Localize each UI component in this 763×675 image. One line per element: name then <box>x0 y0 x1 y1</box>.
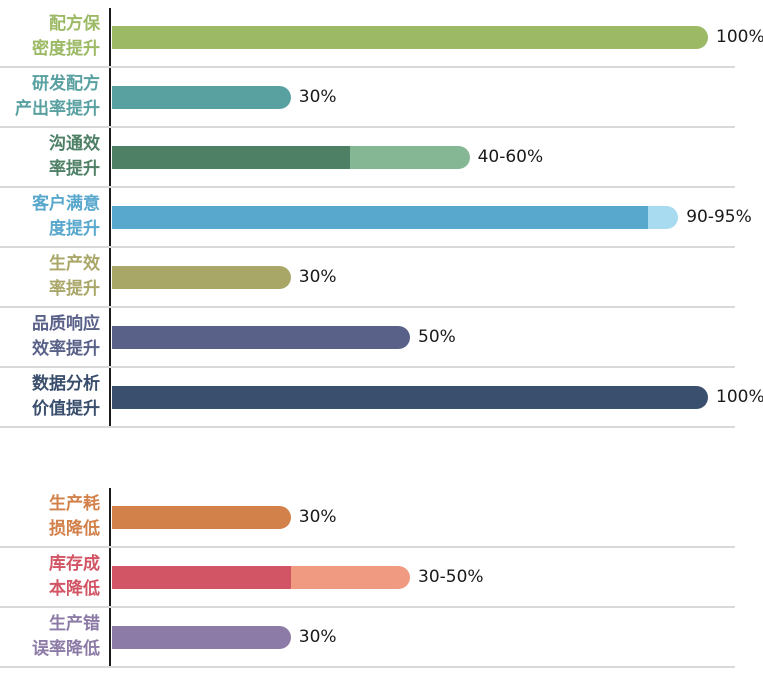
bar <box>112 25 708 49</box>
chart-row: 研发配方 产出率提升 30% <box>0 68 735 128</box>
chart-row: 生产效 率提升 30% <box>0 248 735 308</box>
value-label: 90-95% <box>686 207 752 227</box>
bar <box>112 205 679 229</box>
bar-track: 30% <box>109 248 735 306</box>
bar <box>112 625 291 649</box>
bar <box>112 505 291 529</box>
value-label: 30-50% <box>418 567 484 587</box>
bar-track: 40-60% <box>109 128 735 186</box>
bar <box>112 145 470 169</box>
category-label: 研发配方 产出率提升 <box>15 74 100 119</box>
chart-row: 生产耗 损降低 30% <box>0 488 735 548</box>
value-label: 30% <box>298 87 337 107</box>
category-label: 生产效 率提升 <box>49 254 100 299</box>
bar-segment <box>112 85 291 109</box>
value-label: 30% <box>298 267 337 287</box>
chart-row: 数据分析 价值提升 100% <box>0 368 763 428</box>
bar-segment <box>112 505 291 529</box>
value-label: 50% <box>418 327 456 347</box>
bar-track: 30% <box>109 608 735 666</box>
bar <box>112 565 410 589</box>
bar-segment <box>112 385 708 409</box>
chart-row: 沟通效 率提升 40-60% <box>0 128 735 188</box>
category-label: 配方保 密度提升 <box>32 14 100 59</box>
bar-track: 30% <box>109 488 735 546</box>
chart-row: 客户满意 度提升 90-95% <box>0 188 752 248</box>
bar-segment <box>112 625 291 649</box>
bar <box>112 265 291 289</box>
chart-row: 库存成 本降低 30-50% <box>0 548 735 608</box>
bar <box>112 385 708 409</box>
bar-segment <box>112 145 351 169</box>
bar-track: 100% <box>109 368 763 426</box>
chart-group-reductions: 生产耗 损降低 30% 库存成 本降低 30-50% 生产错 误率降低 30% <box>0 488 763 668</box>
bar-track: 30-50% <box>109 548 735 606</box>
category-label: 生产错 误率降低 <box>32 614 100 659</box>
bar <box>112 85 291 109</box>
value-label: 100% <box>716 387 763 407</box>
category-label: 库存成 本降低 <box>49 554 100 599</box>
chart-row: 配方保 密度提升 100% <box>0 8 763 68</box>
value-label: 100% <box>716 27 763 47</box>
bar-segment <box>112 565 291 589</box>
bar-segment <box>648 205 679 229</box>
category-label: 沟通效 率提升 <box>49 134 100 179</box>
bar-track: 100% <box>109 8 763 66</box>
bar-segment <box>112 25 708 49</box>
category-label: 数据分析 价值提升 <box>32 374 100 419</box>
chart-row: 品质响应 效率提升 50% <box>0 308 735 368</box>
bar <box>112 325 410 349</box>
value-label: 30% <box>298 507 337 527</box>
chart-row: 生产错 误率降低 30% <box>0 608 735 668</box>
value-label: 30% <box>298 627 337 647</box>
bar-segment <box>350 145 470 169</box>
bar-track: 30% <box>109 68 735 126</box>
bar-segment <box>112 265 291 289</box>
bar-segment <box>112 325 410 349</box>
bar-track: 50% <box>109 308 735 366</box>
bar-segment <box>112 205 649 229</box>
category-label: 客户满意 度提升 <box>32 194 100 239</box>
bar-track: 90-95% <box>109 188 752 246</box>
category-label: 品质响应 效率提升 <box>32 314 100 359</box>
bar-segment <box>290 565 410 589</box>
value-label: 40-60% <box>477 147 544 167</box>
category-label: 生产耗 损降低 <box>49 494 100 539</box>
chart-group-improvements: 配方保 密度提升 100% 研发配方 产出率提升 30% 沟通效 率提升 40-60% 客户… <box>0 8 763 428</box>
